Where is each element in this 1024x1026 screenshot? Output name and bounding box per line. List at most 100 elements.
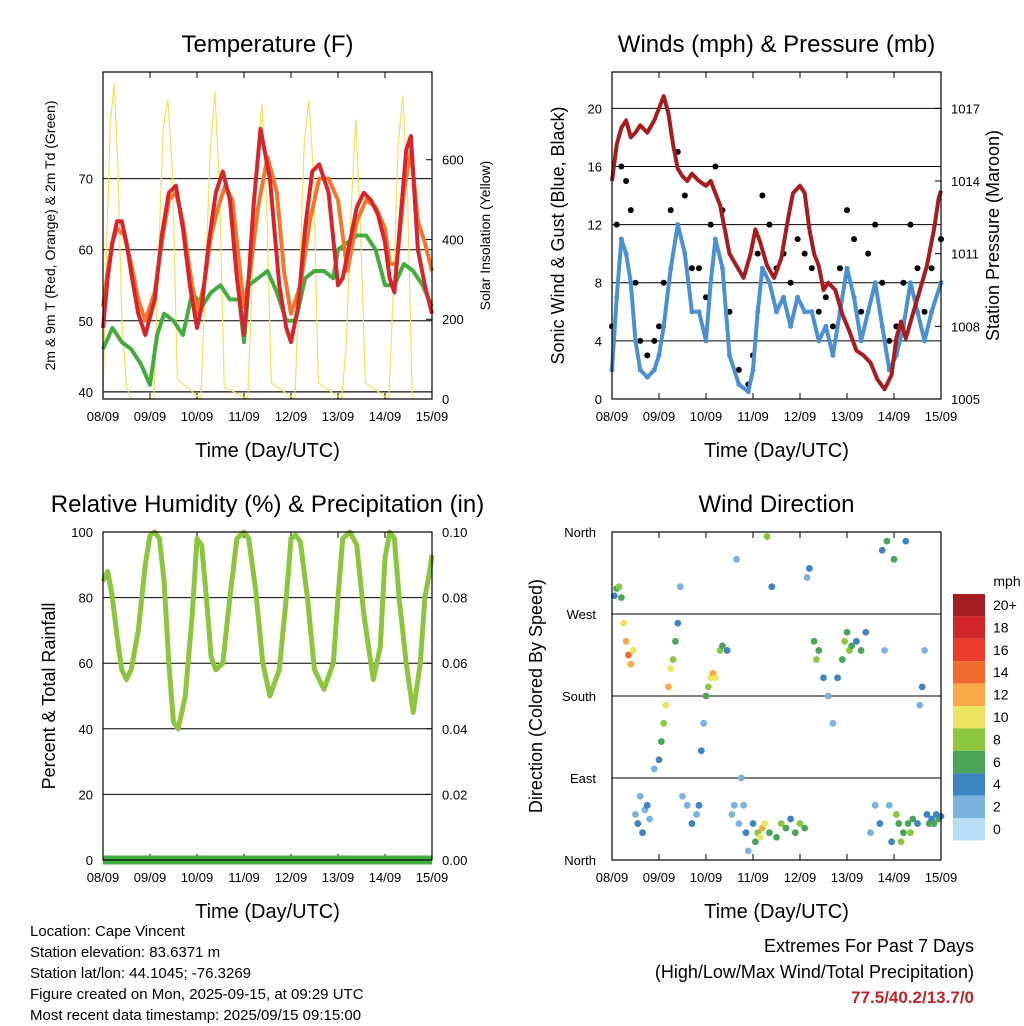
direction-point	[902, 537, 910, 545]
direction-point	[803, 574, 811, 581]
wind-point	[766, 280, 772, 286]
wind-point	[879, 323, 885, 329]
gust-point	[815, 308, 822, 315]
y-tick-label: 8	[595, 276, 602, 291]
direction-point	[895, 820, 903, 827]
direction-point	[627, 660, 635, 668]
gust-point	[681, 192, 688, 199]
direction-point	[806, 565, 813, 572]
direction-point	[688, 820, 696, 827]
direction-point	[679, 792, 686, 800]
wind-point	[922, 338, 928, 344]
direction-point	[737, 774, 745, 782]
wind-point	[809, 309, 815, 315]
x-tick-label: 15/09	[416, 409, 449, 424]
gust-point	[613, 221, 620, 228]
plot-frame	[102, 71, 433, 400]
direction-point	[829, 719, 837, 727]
legend-label: 20+	[993, 597, 1017, 613]
x-tick-label: 12/09	[784, 409, 817, 424]
wind-point	[651, 367, 657, 373]
x-tick-label: 09/09	[134, 409, 167, 424]
panel-2: Winds (mph) & Pressure (mb) Time (Day/UTC…	[548, 31, 1003, 462]
y-right-tick-label: 1008	[951, 319, 980, 334]
x-tick-label: 08/09	[596, 409, 629, 424]
direction-point	[871, 801, 879, 809]
wind-point	[872, 280, 878, 286]
direction-point	[622, 637, 630, 645]
x-tick-label: 12/09	[784, 870, 817, 885]
x-tick-label: 11/09	[228, 409, 260, 424]
x-tick-label: 13/09	[322, 870, 355, 885]
x-tick-label: 15/09	[925, 870, 958, 885]
gust-point	[886, 337, 893, 344]
wind-point	[851, 294, 857, 300]
wind-point	[795, 294, 801, 300]
legend-label: 16	[993, 642, 1009, 658]
direction-point	[735, 820, 743, 827]
direction-point	[669, 656, 677, 663]
y-right-tick-label: 0.00	[442, 853, 467, 868]
direction-point	[632, 811, 639, 818]
figure-created: Figure created on Mon, 2025-09-15, at 09…	[30, 986, 364, 1003]
wind-point	[816, 338, 822, 344]
station-elevation: Station elevation: 83.6371 m	[30, 944, 221, 961]
direction-point	[867, 829, 874, 837]
direction-point	[751, 838, 759, 846]
direction-point	[838, 656, 846, 663]
direction-point	[749, 820, 757, 827]
x-tick-label: 09/09	[134, 870, 167, 885]
direction-point	[719, 642, 726, 650]
x-tick-label: 11/09	[737, 409, 769, 424]
y-right-tick-label: 200	[442, 312, 464, 327]
y-tick-label: 12	[588, 218, 602, 233]
y-tick-label: 0	[86, 853, 93, 868]
y-tick-label: 20	[588, 101, 602, 116]
gust-point	[879, 279, 886, 286]
x-axis-label: Time (Day/UTC)	[195, 901, 340, 923]
legend-swatch	[953, 773, 985, 796]
wind-point	[727, 352, 732, 358]
extremes-subtitle: (High/Low/Max Wind/Total Precipitation)	[654, 962, 974, 982]
wind-point	[614, 294, 620, 300]
y-tick-label: 60	[79, 243, 93, 258]
direction-point	[620, 619, 628, 627]
gust-point	[829, 323, 836, 330]
gust-point	[735, 366, 742, 373]
direction-point	[857, 647, 865, 654]
direction-point	[853, 637, 860, 645]
x-tick-label: 11/09	[228, 870, 260, 885]
wind-point	[708, 280, 714, 286]
panel-3: Relative Humidity (%) & Precipitation (i…	[39, 491, 484, 923]
direction-point	[813, 656, 820, 663]
direction-point	[643, 801, 651, 809]
direction-point	[733, 555, 740, 563]
wind-point	[915, 309, 920, 315]
gust-point	[712, 163, 719, 170]
panel-title: Winds (mph) & Pressure (mb)	[618, 31, 935, 58]
direction-point	[662, 701, 670, 709]
direction-point	[930, 820, 938, 827]
direction-point	[610, 592, 618, 600]
direction-point	[700, 719, 708, 727]
wind-point	[661, 323, 667, 329]
legend-label: 18	[993, 619, 1009, 635]
x-tick-label: 10/09	[181, 870, 214, 885]
y-tick-label: 0	[595, 392, 602, 407]
direction-point	[900, 829, 907, 837]
direction-point	[695, 801, 703, 809]
gust-point	[644, 352, 651, 359]
wind-point	[759, 265, 765, 271]
direction-point	[892, 811, 900, 818]
gust-point	[872, 221, 879, 228]
wind-point	[788, 323, 794, 329]
wind-point	[865, 309, 871, 315]
gust-point	[651, 337, 658, 344]
y-right-tick-label: 0.02	[442, 787, 467, 802]
gust-point	[623, 178, 630, 184]
direction-point	[881, 647, 888, 654]
x-tick-label: 09/09	[643, 870, 676, 885]
y-right-tick-label: 1011	[951, 247, 979, 262]
wind-point	[907, 280, 913, 286]
